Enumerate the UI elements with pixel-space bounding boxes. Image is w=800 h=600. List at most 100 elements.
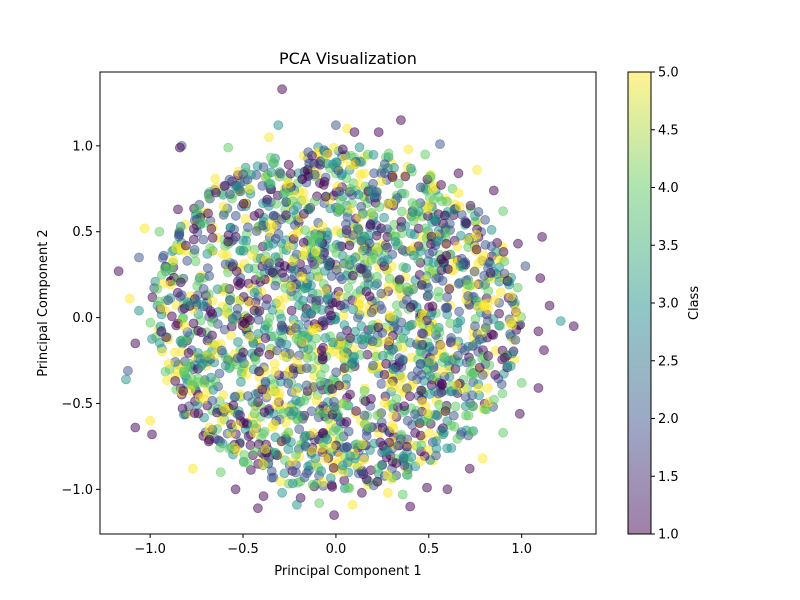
scatter-point: [415, 182, 426, 193]
x-tick-label: −1.0: [134, 542, 166, 557]
scatter-point: [341, 373, 352, 384]
scatter-point: [533, 383, 544, 393]
scatter-point: [544, 300, 555, 311]
scatter-point: [203, 333, 214, 344]
scatter-point: [379, 255, 390, 266]
scatter-point: [472, 164, 483, 175]
scatter-point: [401, 383, 412, 394]
scatter-point: [315, 376, 326, 387]
scatter-point: [448, 410, 459, 421]
scatter-point: [259, 407, 270, 418]
scatter-point: [452, 433, 463, 444]
scatter-point: [444, 284, 455, 294]
scatter-point: [415, 359, 426, 370]
scatter-point: [442, 292, 453, 303]
scatter-point: [224, 443, 235, 454]
scatter-point: [287, 196, 298, 207]
scatter-point: [286, 409, 297, 420]
scatter-point: [453, 188, 464, 198]
scatter-point: [414, 317, 425, 328]
scatter-point: [359, 231, 370, 242]
scatter-point: [386, 345, 397, 356]
scatter-point: [328, 337, 338, 348]
scatter-point: [386, 311, 397, 322]
scatter-point: [331, 225, 342, 236]
scatter-point: [230, 484, 241, 495]
scatter-point: [238, 198, 249, 209]
scatter-point: [473, 206, 484, 217]
scatter-point: [456, 253, 467, 264]
scatter-point: [537, 231, 547, 242]
scatter-point: [211, 187, 221, 198]
scatter-point: [217, 249, 228, 259]
scatter-point: [248, 427, 259, 438]
scatter-point: [398, 453, 409, 464]
scatter-point: [308, 382, 319, 392]
scatter-point: [483, 350, 494, 361]
scatter-point: [314, 498, 325, 509]
scatter-point: [498, 427, 509, 438]
scatter-point: [377, 422, 388, 433]
scatter-point: [355, 156, 365, 167]
scatter-point: [401, 282, 412, 293]
scatter-point: [311, 395, 322, 406]
scatter-point: [156, 325, 167, 336]
scatter-point: [365, 220, 376, 230]
scatter-point: [338, 310, 349, 321]
scatter-point: [353, 468, 364, 479]
scatter-point: [410, 428, 421, 438]
scatter-point: [288, 205, 299, 216]
scatter-point: [230, 391, 241, 402]
scatter-point: [486, 224, 497, 235]
scatter-point: [464, 463, 475, 474]
scatter-point: [373, 322, 384, 333]
scatter-point: [339, 352, 349, 363]
scatter-point: [314, 295, 325, 306]
scatter-point: [387, 420, 398, 431]
scatter-point: [469, 266, 480, 277]
scatter-point: [130, 338, 141, 349]
scatter-point: [404, 391, 415, 402]
scatter-point: [354, 179, 365, 190]
scatter-point: [233, 295, 244, 306]
scatter-point: [235, 376, 246, 387]
scatter-point: [183, 347, 194, 358]
scatter-point: [157, 252, 168, 263]
scatter-point: [180, 240, 191, 251]
scatter-point: [269, 158, 280, 169]
scatter-point: [341, 442, 352, 453]
scatter-point: [394, 353, 405, 364]
scatter-point: [466, 369, 477, 380]
scatter-point: [504, 276, 515, 287]
colorbar-tick-label: 1.5: [658, 470, 679, 485]
scatter-point: [455, 230, 466, 241]
scatter-point: [290, 467, 301, 478]
scatter-point: [371, 187, 382, 198]
scatter-point: [377, 350, 388, 361]
scatter-point: [488, 330, 499, 340]
scatter-point: [388, 410, 399, 421]
scatter-point: [265, 218, 276, 229]
scatter-point: [418, 328, 429, 339]
scatter-point: [145, 317, 156, 328]
scatter-point: [345, 160, 356, 171]
scatter-point: [320, 453, 331, 464]
scatter-point: [147, 429, 157, 440]
scatter-point: [309, 169, 320, 180]
scatter-point: [491, 246, 502, 257]
scatter-point: [241, 369, 252, 380]
scatter-point: [465, 200, 476, 211]
colorbar-tick-label: 1.0: [658, 528, 679, 543]
scatter-point: [404, 321, 414, 332]
scatter-point: [441, 250, 452, 261]
scatter-point: [400, 171, 411, 182]
scatter-point: [454, 201, 465, 212]
scatter-point: [439, 210, 450, 221]
scatter-point: [191, 297, 202, 308]
scatter-point: [274, 388, 285, 399]
scatter-point: [225, 295, 236, 306]
scatter-point: [266, 167, 277, 178]
scatter-point: [187, 463, 198, 474]
scatter-point: [354, 142, 365, 153]
scatter-point: [287, 256, 298, 267]
